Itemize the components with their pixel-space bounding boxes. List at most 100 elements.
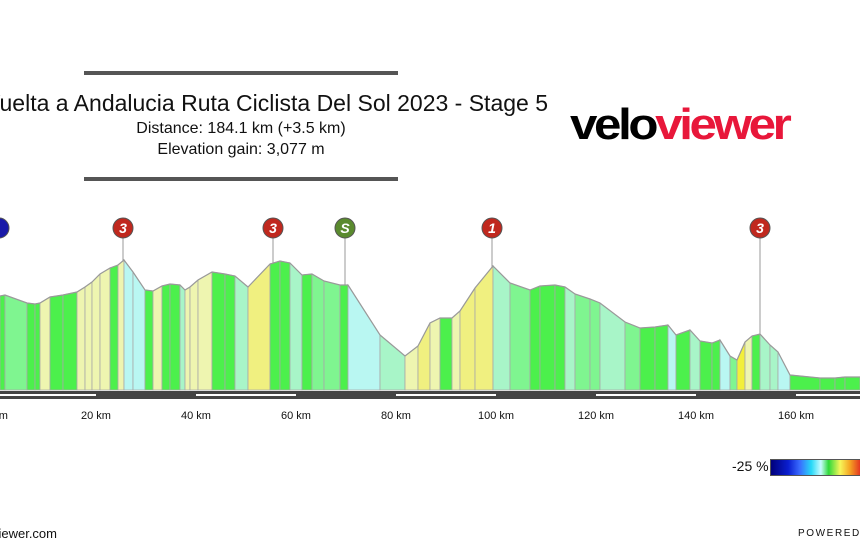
profile-segment — [459, 286, 476, 391]
profile-segment — [123, 258, 134, 391]
climb-cat-3-marker-icon — [262, 217, 284, 239]
climb-cat-3-marker-icon — [112, 217, 134, 239]
profile-segment — [711, 339, 721, 391]
elevation-gain-text: Elevation gain: 3,077 m — [157, 141, 325, 158]
profile-segment — [311, 273, 325, 391]
profile-segment — [109, 264, 119, 391]
start-marker-icon — [0, 217, 10, 239]
profile-segment — [76, 286, 86, 391]
x-tick-label: 0 km — [0, 410, 8, 422]
distance-text: Distance: 184.1 km (+3.5 km) — [136, 120, 346, 137]
profile-segment — [62, 291, 78, 391]
profile-segment — [132, 270, 146, 391]
x-tick-label: 120 km — [578, 410, 614, 422]
x-tick-label: 40 km — [181, 410, 211, 422]
profile-segment — [144, 289, 154, 391]
profile-segment — [744, 335, 753, 391]
distance-axis-stripe — [0, 394, 96, 396]
powered-by-text: POWERED BY — [798, 528, 860, 539]
profile-segment — [439, 317, 453, 391]
profile-segment — [179, 284, 186, 391]
profile-segment — [4, 294, 28, 391]
profile-segment — [417, 322, 431, 391]
profile-segment — [301, 273, 313, 391]
profile-segment — [564, 286, 576, 391]
profile-segment — [624, 321, 641, 391]
profile-segment — [769, 344, 779, 391]
profile-segment — [751, 333, 761, 391]
profile-segment — [197, 271, 213, 391]
profile-segment — [667, 323, 677, 391]
site-url[interactable]: veloviewer.com — [0, 526, 57, 541]
profile-segment — [323, 280, 341, 391]
profile-segment — [379, 334, 406, 391]
profile-segment — [819, 377, 836, 391]
gradient-legend-bar — [770, 459, 860, 476]
profile-segment — [589, 298, 601, 391]
profile-segment — [759, 332, 771, 391]
profile-segment — [844, 376, 860, 391]
profile-segment — [169, 283, 181, 391]
profile-segment — [347, 283, 381, 391]
climb-cat-3-marker-icon — [749, 217, 771, 239]
profile-segment — [161, 283, 171, 391]
sprint-marker-icon — [334, 217, 356, 239]
distance-axis-stripe — [596, 394, 696, 396]
x-tick-label: 80 km — [381, 410, 411, 422]
profile-segment — [539, 284, 556, 391]
marker-label: S — [340, 220, 350, 236]
profile-segment — [26, 302, 36, 391]
elevation-profile-chart: 0 km 20 km 40 km 60 km 80 km 100 km 120 km 140 … — [0, 217, 860, 422]
legend-min-label: -25 % — [732, 458, 769, 474]
profile-segment — [429, 317, 441, 391]
x-tick-label: 60 km — [281, 410, 311, 422]
profile-segment — [279, 260, 291, 391]
profile-segment — [451, 310, 461, 391]
climb-cat-1-marker-icon — [481, 217, 503, 239]
profile-segment — [49, 294, 64, 391]
profile-segment — [699, 340, 713, 391]
profile-segment — [184, 286, 191, 391]
marker-label: 3 — [269, 220, 277, 236]
profile-segment — [224, 273, 236, 391]
profile-segment — [269, 260, 281, 391]
marker-label: 3 — [119, 220, 127, 236]
profile-segment — [554, 284, 566, 391]
x-tick-label: 100 km — [478, 410, 514, 422]
distance-axis-stripe — [196, 394, 296, 396]
profile-segment — [529, 285, 541, 391]
title-rule-top — [84, 71, 398, 75]
title-rule-bottom — [84, 177, 398, 181]
profile-segment — [509, 282, 531, 391]
profile-segment — [234, 275, 249, 391]
profile-segment — [574, 293, 591, 391]
distance-axis-stripe — [396, 394, 496, 396]
profile-segment — [654, 324, 669, 391]
profile-segment — [736, 341, 746, 391]
profile-segment — [84, 281, 93, 391]
veloviewer-logo: veloviewer — [570, 100, 792, 149]
marker-label: 3 — [756, 220, 764, 236]
profile-segment — [404, 345, 419, 391]
profile-segment — [34, 302, 41, 391]
profile-segment — [39, 296, 51, 391]
marker-label: 1 — [488, 220, 496, 236]
distance-axis-stripe — [796, 394, 860, 396]
profile-segment — [289, 262, 303, 391]
profile-segment — [639, 326, 656, 391]
profile-segment — [599, 302, 626, 391]
page-title: Vuelta a Andalucia Ruta Ciclista Del Sol… — [0, 90, 548, 116]
profile-segment — [91, 273, 101, 391]
profile-segment — [189, 279, 199, 391]
profile-segment — [729, 355, 738, 391]
profile-segment — [492, 265, 511, 391]
x-tick-label: 140 km — [678, 410, 714, 422]
profile-segment — [0, 294, 6, 391]
profile-segment — [117, 259, 125, 391]
profile-segment — [339, 284, 349, 391]
x-tick-label: 20 km — [81, 410, 111, 422]
profile-segment — [99, 267, 111, 391]
profile-segment — [675, 329, 691, 391]
profile-segment — [152, 285, 163, 391]
profile-segment — [211, 271, 226, 391]
